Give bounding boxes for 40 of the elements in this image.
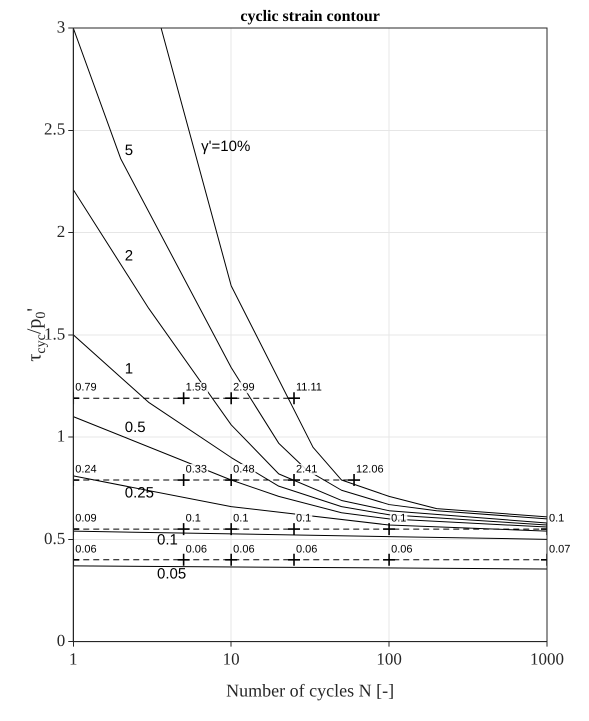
x-axis-title: Number of cycles N [-] [226,680,394,700]
annotation: 0.1 [296,512,312,525]
annotation: 0.33 [186,464,208,476]
annotation: 11.11 [296,382,322,394]
annotation: 0.06 [233,543,255,556]
annotation: 0.1 [233,512,248,525]
series-label: 0.25 [124,484,154,502]
annotation: 0.1 [186,512,201,525]
annotation: 0.79 [75,382,97,394]
series-label: 0.5 [124,418,146,436]
y-tick-label: 2 [56,222,66,241]
annotation: 0.07 [549,543,570,556]
annotation: 0.06 [75,543,97,556]
x-tick-label: 10 [222,649,240,668]
chart-title: cyclic strain contour [240,8,380,26]
x-tick-label: 1 [69,649,78,668]
series-label: 2 [124,248,134,265]
x-tick-label: 1000 [530,649,564,668]
y-tick-label: 0 [56,631,66,650]
series-label: 5 [124,142,134,160]
annotation: 0.09 [75,512,97,525]
y-tick-label: 2.5 [44,120,66,139]
annotation: 0.1 [391,512,406,525]
series-label: γ'=10% [201,138,250,155]
series-label: 0.05 [157,566,186,583]
annotation: 1.59 [186,382,208,394]
series-label: 0.1 [157,532,178,549]
x-tick-label: 100 [376,649,402,668]
annotation: 2.99 [233,382,255,394]
annotation: 0.06 [296,543,318,556]
y-tick-label: 3 [56,17,66,36]
annotation: 0.1 [549,512,564,525]
y-tick-label: 0.5 [44,528,66,548]
annotation: 0.48 [233,464,255,476]
annotation: 12.06 [356,464,384,476]
annotation: 0.06 [186,543,208,556]
series-label: 1 [124,360,134,378]
y-tick-label: 1 [56,426,66,446]
annotation: 0.24 [75,464,97,476]
annotation: 0.06 [391,543,413,556]
